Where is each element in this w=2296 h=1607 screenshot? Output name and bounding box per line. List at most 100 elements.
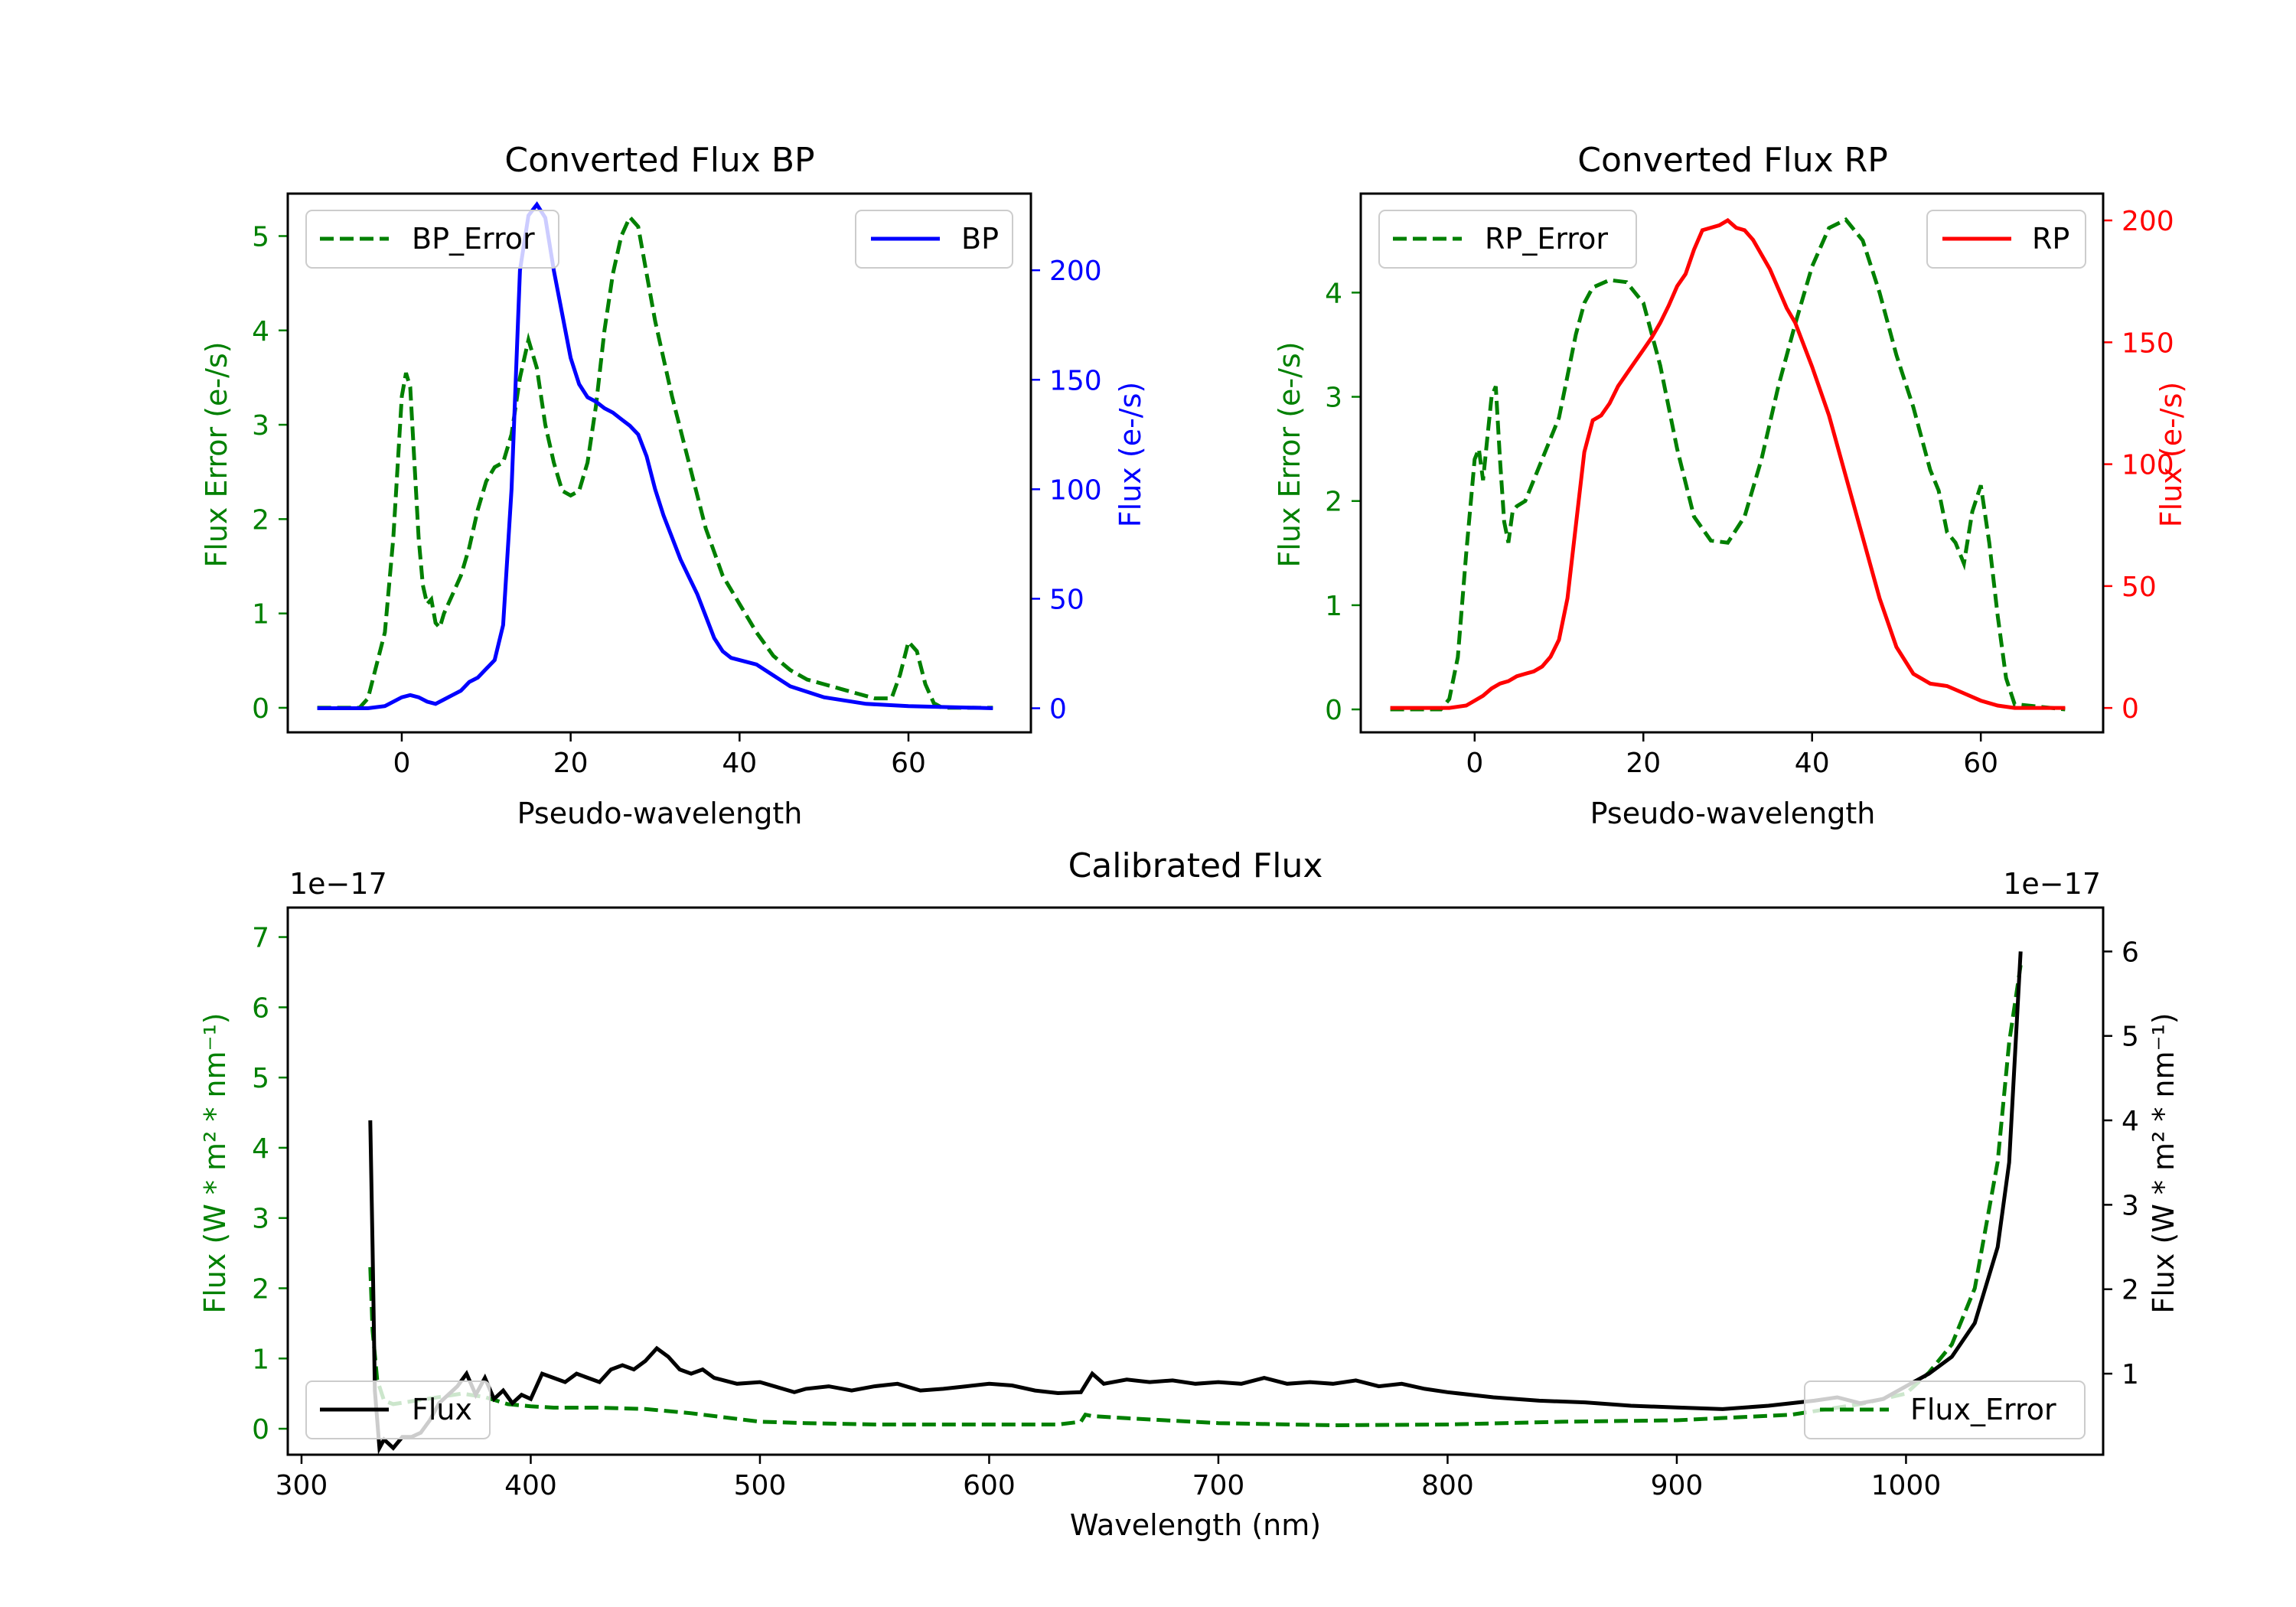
bp-legend-error: BP_Error <box>305 210 559 269</box>
cal-ytick-right-label: 4 <box>2122 1106 2139 1137</box>
bp-ytick-right-label: 150 <box>1049 365 1102 396</box>
bp-legend-error-label: BP_Error <box>412 222 535 256</box>
cal-xtick-label: 1000 <box>1871 1470 1942 1501</box>
cal-ytick-left-label: 5 <box>252 1063 269 1094</box>
bp-y-right-ticks: 0 50 100 150 200 <box>1031 256 1102 725</box>
bp-xtick-label: 40 <box>722 748 757 779</box>
panel-bp: Converted Flux BP Pseudo-wavelength Flux… <box>200 141 1147 830</box>
cal-ytick-left-label: 1 <box>252 1344 269 1375</box>
bp-legend-error-box <box>305 210 559 269</box>
rp-x-ticks: 0 20 40 60 <box>1466 732 1998 779</box>
bp-ytick-right-label: 100 <box>1049 474 1102 506</box>
bp-ytick-right-label: 50 <box>1049 584 1084 615</box>
bp-ytick-left-label: 1 <box>252 599 269 631</box>
cal-axes-frame <box>286 906 2105 1456</box>
panel-rp: Converted Flux RP Pseudo-wavelength Flux… <box>1273 141 2188 830</box>
bp-ytick-right-label: 200 <box>1049 256 1102 287</box>
rp-flux-line <box>1390 217 2066 710</box>
cal-ytick-right-label: 5 <box>2122 1022 2139 1053</box>
cal-y-left-ticks: 0 1 2 3 4 5 6 7 <box>252 923 288 1446</box>
cal-xtick-label: 800 <box>1421 1470 1474 1501</box>
cal-legend-error-label: Flux_Error <box>1910 1393 2056 1426</box>
cal-legend-flux-box <box>305 1380 491 1439</box>
rp-xlabel: Pseudo-wavelength <box>1590 797 1876 830</box>
rp-ytick-right-label: 150 <box>2122 328 2174 359</box>
cal-ytick-right-label: 2 <box>2122 1275 2139 1306</box>
bp-ytick-left-label: 5 <box>252 221 269 253</box>
cal-ytick-left-label: 0 <box>252 1414 269 1446</box>
cal-ytick-left-label: 4 <box>252 1133 269 1165</box>
cal-ytick-left-label: 7 <box>252 923 269 954</box>
cal-legend-error: Flux_Error <box>1804 1380 2086 1439</box>
bp-ytick-left-label: 2 <box>252 504 269 536</box>
cal-ytick-left-label: 6 <box>252 993 269 1024</box>
rp-ytick-right-label: 200 <box>2122 206 2174 237</box>
cal-ylabel-right: Flux (W * m² * nm⁻¹) <box>2147 1012 2180 1313</box>
cal-ytick-left-label: 2 <box>252 1273 269 1305</box>
cal-ytick-right-label: 6 <box>2122 937 2139 968</box>
rp-ytick-left-label: 2 <box>1325 487 1342 518</box>
bp-legend-flux-label: BP <box>961 222 999 256</box>
rp-axes-frame <box>1359 192 2105 734</box>
cal-xtick-label: 700 <box>1192 1470 1245 1501</box>
rp-xtick-label: 60 <box>1963 748 1998 779</box>
cal-legend-flux-label: Flux <box>412 1393 472 1426</box>
rp-title: Converted Flux RP <box>1577 141 1888 180</box>
rp-ylabel-left: Flux Error (e-/s) <box>1273 341 1306 567</box>
cal-legend-flux: Flux <box>305 1380 491 1439</box>
cal-xtick-label: 600 <box>963 1470 1016 1501</box>
rp-xtick-label: 0 <box>1466 748 1483 779</box>
cal-y-right-ticks: 1 2 3 4 5 6 <box>2103 937 2139 1390</box>
cal-ytick-right-label: 1 <box>2122 1359 2139 1390</box>
rp-ylabel-right: Flux (e-/s) <box>2154 382 2188 527</box>
bp-ylabel-left: Flux Error (e-/s) <box>200 341 233 567</box>
rp-ytick-left-label: 0 <box>1325 695 1342 726</box>
rp-y-left-ticks: 0 1 2 3 4 <box>1325 278 1361 726</box>
bp-axes-frame <box>286 192 1032 734</box>
rp-ytick-right-label: 0 <box>2122 693 2139 725</box>
bp-error-line <box>317 214 993 710</box>
rp-legend-error-box <box>1378 210 1637 269</box>
bp-title: Converted Flux BP <box>504 141 814 180</box>
bp-legend-flux: BP <box>855 210 1013 269</box>
rp-legend-error: RP_Error <box>1378 210 1637 269</box>
bp-ylabel-right: Flux (e-/s) <box>1114 382 1147 527</box>
rp-ytick-right-label: 100 <box>2122 450 2174 481</box>
cal-xtick-label: 500 <box>734 1470 787 1501</box>
cal-offset-right: 1e−17 <box>2003 867 2101 901</box>
cal-ytick-right-label: 3 <box>2122 1190 2139 1221</box>
rp-ytick-left-label: 1 <box>1325 591 1342 622</box>
rp-ytick-right-label: 50 <box>2122 572 2157 603</box>
bp-xlabel: Pseudo-wavelength <box>517 797 803 830</box>
rp-ytick-left-label: 4 <box>1325 278 1342 309</box>
bp-x-ticks: 0 20 40 60 <box>393 732 926 779</box>
rp-xtick-label: 40 <box>1795 748 1830 779</box>
bp-ytick-left-label: 4 <box>252 316 269 347</box>
cal-ytick-left-label: 3 <box>252 1204 269 1235</box>
bp-xtick-label: 0 <box>393 748 411 779</box>
cal-legend-error-box <box>1804 1380 2086 1439</box>
cal-offset-left: 1e−17 <box>289 867 387 901</box>
panel-calibrated: Calibrated Flux Wavelength (nm) 1e−17 1e… <box>198 846 2180 1542</box>
rp-xtick-label: 20 <box>1626 748 1661 779</box>
cal-xtick-label: 400 <box>504 1470 557 1501</box>
cal-ylabel-left: Flux (W * m² * nm⁻¹) <box>198 1012 232 1313</box>
rp-y-right-ticks: 0 50 100 150 200 <box>2103 206 2174 725</box>
bp-xtick-label: 20 <box>553 748 589 779</box>
rp-ytick-left-label: 3 <box>1325 383 1342 414</box>
cal-title: Calibrated Flux <box>1068 846 1323 885</box>
cal-xtick-label: 300 <box>276 1470 328 1501</box>
cal-xtick-label: 900 <box>1651 1470 1704 1501</box>
bp-xtick-label: 60 <box>891 748 926 779</box>
cal-xlabel: Wavelength (nm) <box>1070 1508 1321 1542</box>
bp-ytick-left-label: 3 <box>252 410 269 442</box>
bp-ytick-right-label: 0 <box>1049 694 1067 725</box>
bp-y-left-ticks: 0 1 2 3 4 5 <box>252 221 288 725</box>
rp-legend-error-label: RP_Error <box>1485 222 1608 256</box>
bp-ytick-left-label: 0 <box>252 693 269 725</box>
cal-x-ticks: 300 400 500 600 700 800 900 1000 <box>276 1455 1942 1501</box>
rp-legend-flux-label: RP <box>2032 222 2069 256</box>
rp-legend-flux: RP <box>1926 210 2086 269</box>
bp-flux-line <box>317 200 993 710</box>
